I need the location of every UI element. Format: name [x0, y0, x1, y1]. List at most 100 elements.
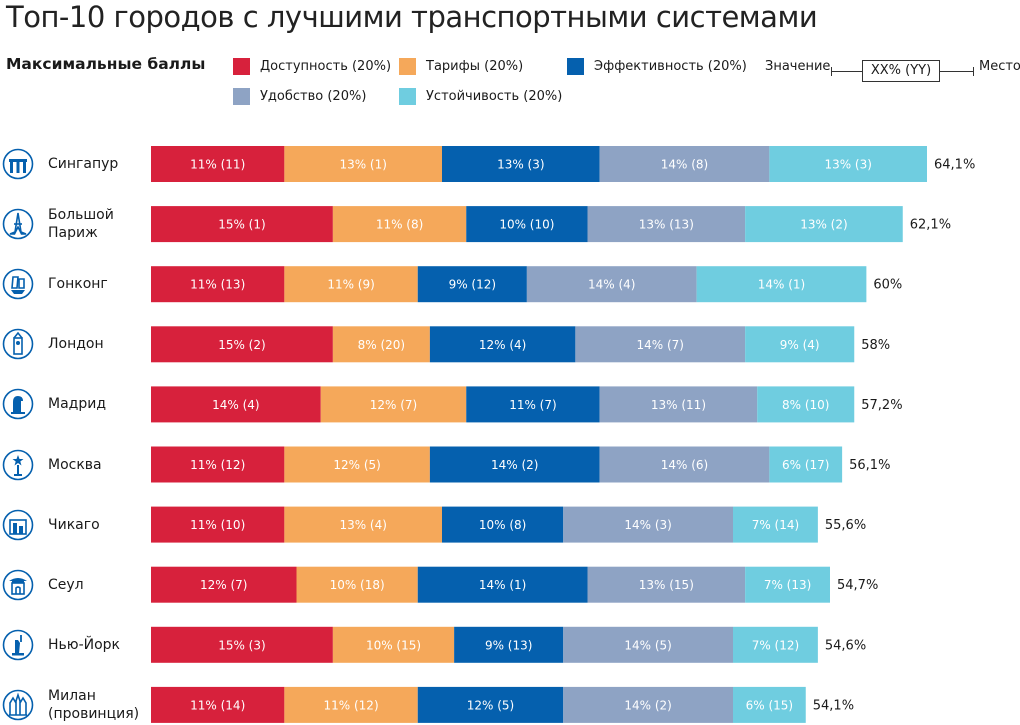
- city-label-line: Москва: [48, 456, 102, 473]
- bar-segment: [599, 146, 770, 182]
- bar-segment: [284, 446, 430, 483]
- bar-segment: [332, 326, 430, 363]
- chart-subtitle: Максимальные баллы: [6, 55, 206, 73]
- bar-segment: [151, 146, 285, 182]
- bar-segment: [733, 626, 818, 663]
- bar-segment: [745, 326, 855, 363]
- bar-segment: [417, 566, 588, 603]
- data-label: 12% (4): [479, 338, 526, 352]
- data-label: 14% (7): [637, 338, 684, 352]
- city-label: Большой Париж: [48, 206, 114, 242]
- data-label: 11% (12): [324, 698, 379, 712]
- data-label: 11% (8): [376, 218, 423, 232]
- city-label: Москва: [48, 456, 102, 474]
- bar-segment: [284, 266, 418, 303]
- total-label: 62,1%: [910, 218, 951, 233]
- legend-label: Устойчивость (20%): [426, 89, 563, 104]
- total-label: 64,1%: [934, 158, 975, 173]
- bar-segment: [417, 686, 564, 723]
- data-label: 11% (9): [327, 278, 374, 292]
- big-ben-icon: [2, 328, 34, 360]
- data-label: 14% (4): [588, 278, 635, 292]
- bar-segment: [151, 626, 333, 663]
- total-label: 54,6%: [825, 638, 866, 653]
- bar-segment: [417, 266, 527, 303]
- total-label: 60%: [873, 278, 902, 293]
- bar-segment: [296, 566, 418, 603]
- total-label: 58%: [861, 338, 890, 353]
- data-label: 8% (10): [782, 398, 829, 412]
- milan-cathedral-icon: [2, 689, 34, 721]
- data-label: 14% (4): [212, 398, 259, 412]
- bar-segment: [563, 626, 733, 663]
- legend-item-efficiency: Эффективность (20%): [567, 58, 747, 75]
- data-label: 14% (6): [661, 458, 708, 472]
- data-label: 12% (5): [467, 698, 514, 712]
- data-label: 13% (1): [339, 158, 386, 172]
- data-label: 6% (15): [746, 698, 793, 712]
- bar-segment: [151, 446, 285, 483]
- city-label: Лондон: [48, 335, 104, 353]
- bar-segment: [429, 326, 576, 363]
- key-rank-label: Место: [979, 59, 1020, 74]
- city-label: Милан (провинция): [48, 687, 139, 723]
- data-label: 11% (13): [190, 278, 245, 292]
- data-label: 14% (1): [479, 578, 526, 592]
- data-label: 13% (3): [497, 158, 544, 172]
- bar-segment: [332, 626, 455, 663]
- city-label-line: (провинция): [48, 705, 140, 722]
- legend-swatch: [567, 58, 584, 75]
- legend-item-availability: Доступность (20%): [233, 58, 391, 75]
- bar-segment: [332, 206, 467, 243]
- legend-item-convenience: Удобство (20%): [233, 88, 366, 105]
- seoul-gate-icon: [2, 569, 34, 601]
- data-label: 13% (13): [639, 218, 694, 232]
- data-label: 8% (20): [358, 338, 405, 352]
- bar-segment: [151, 386, 321, 423]
- bar-segment: [757, 386, 855, 423]
- bar-segment: [151, 506, 285, 543]
- city-label: Нью-Йорк: [48, 636, 120, 654]
- data-label: 10% (8): [479, 518, 526, 532]
- city-label-line: Париж: [48, 225, 98, 242]
- bar-segment: [442, 146, 600, 182]
- bar-segment: [733, 506, 818, 543]
- legend-swatch: [399, 58, 416, 75]
- data-label: 6% (17): [782, 458, 829, 472]
- key-line-right: [940, 71, 973, 72]
- chicago-skyline-icon: [2, 509, 34, 541]
- bar-segment: [442, 506, 564, 543]
- data-label: 13% (2): [800, 218, 847, 232]
- bar-segment: [696, 266, 867, 303]
- key-tick-right: [973, 67, 974, 76]
- data-label: 14% (2): [624, 698, 671, 712]
- bar-segment: [733, 686, 806, 723]
- city-label-line: Гонконг: [48, 276, 108, 293]
- city-label-line: Сеул: [48, 576, 84, 593]
- legend-swatch: [233, 88, 250, 105]
- key-value-label: Значение: [765, 59, 831, 74]
- data-label: 12% (5): [333, 458, 380, 472]
- data-label: 15% (2): [218, 338, 265, 352]
- key-line-left: [831, 71, 862, 72]
- bar-segment: [563, 506, 733, 543]
- data-label: 11% (11): [190, 158, 245, 172]
- data-label: 14% (2): [491, 458, 538, 472]
- data-label: 13% (4): [339, 518, 386, 532]
- total-label: 54,1%: [813, 698, 854, 713]
- bar-segment: [284, 506, 442, 543]
- bar-segment: [284, 146, 442, 182]
- data-label: 13% (3): [824, 158, 871, 172]
- data-label: 7% (14): [752, 518, 799, 532]
- bar-segment: [575, 326, 746, 363]
- junk-boat-icon: [2, 268, 34, 300]
- data-label: 14% (1): [758, 278, 805, 292]
- data-label: 10% (10): [499, 218, 554, 232]
- data-label: 13% (11): [651, 398, 706, 412]
- data-label: 11% (7): [509, 398, 556, 412]
- bar-segment: [284, 686, 418, 723]
- statue-of-liberty-icon: [2, 629, 34, 661]
- bar-segment: [745, 206, 903, 243]
- bar-segment: [745, 566, 830, 603]
